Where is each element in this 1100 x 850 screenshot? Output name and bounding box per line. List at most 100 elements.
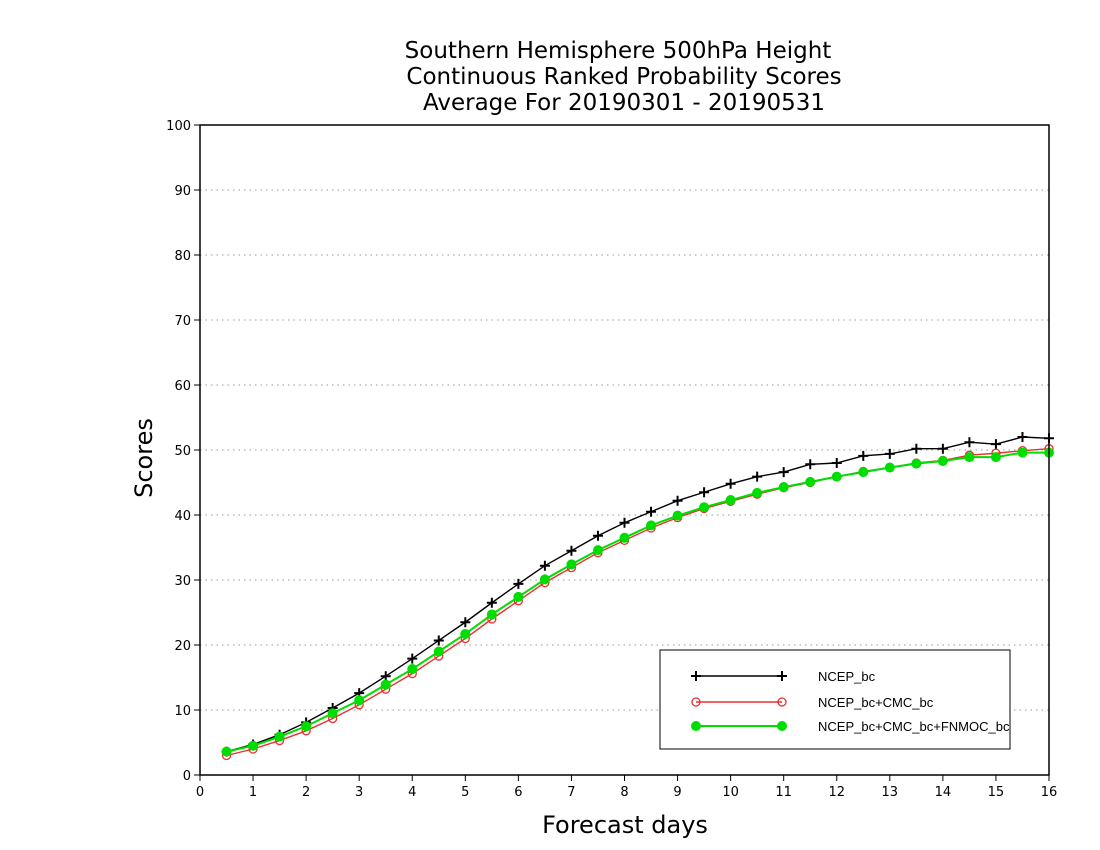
plot-frame bbox=[199, 124, 1050, 776]
data-point bbox=[937, 443, 948, 454]
data-point bbox=[380, 671, 391, 682]
y-tick-label: 70 bbox=[174, 314, 191, 329]
data-point bbox=[778, 482, 789, 493]
data-point bbox=[592, 530, 603, 541]
data-point bbox=[699, 487, 710, 498]
data-point bbox=[221, 746, 232, 757]
data-point bbox=[619, 532, 630, 543]
legend-marker bbox=[691, 671, 701, 681]
data-point bbox=[327, 708, 338, 719]
data-point bbox=[858, 467, 869, 478]
legend-label: NCEP_bc+CMC_bc bbox=[818, 695, 934, 710]
y-axis-label: Scores bbox=[130, 418, 158, 498]
data-point bbox=[566, 545, 577, 556]
y-tick-label: 60 bbox=[174, 379, 191, 394]
data-point bbox=[990, 439, 1001, 450]
data-point bbox=[778, 467, 789, 478]
data-point bbox=[990, 452, 1001, 463]
x-tick-label: 12 bbox=[828, 785, 845, 800]
legend-entry: NCEP_bc+CMC_bc+FNMOC_bc bbox=[691, 719, 1010, 734]
x-tick-label: 11 bbox=[775, 785, 792, 800]
data-point bbox=[937, 456, 948, 467]
legend-marker bbox=[691, 697, 701, 707]
x-tick-label: 14 bbox=[935, 785, 952, 800]
x-tick-label: 4 bbox=[408, 785, 416, 800]
y-tick-label: 20 bbox=[174, 639, 191, 654]
y-tick-label: 10 bbox=[174, 704, 191, 719]
data-point bbox=[1017, 432, 1028, 442]
y-tick-label: 50 bbox=[174, 444, 191, 459]
data-point bbox=[725, 478, 736, 489]
x-tick-label: 2 bbox=[302, 785, 310, 800]
data-point bbox=[964, 452, 975, 463]
title-line-1: Southern Hemisphere 500hPa Height bbox=[405, 38, 832, 64]
data-point bbox=[566, 559, 577, 570]
x-tick-label: 15 bbox=[988, 785, 1005, 800]
data-point bbox=[301, 721, 312, 732]
legend-label: NCEP_bc bbox=[818, 669, 876, 684]
title-line-2: Continuous Ranked Probability Scores bbox=[406, 64, 841, 90]
legend-marker bbox=[691, 721, 701, 731]
x-tick-label: 1 bbox=[249, 785, 257, 800]
x-tick-label: 5 bbox=[461, 785, 469, 800]
title-line-3: Average For 20190301 - 20190531 bbox=[423, 90, 825, 116]
data-point bbox=[725, 495, 736, 506]
y-tick-label: 40 bbox=[174, 509, 191, 524]
data-point bbox=[1017, 447, 1028, 458]
x-tick-label: 10 bbox=[722, 785, 739, 800]
x-tick-label: 3 bbox=[355, 785, 363, 800]
data-point bbox=[646, 506, 657, 517]
data-point bbox=[460, 628, 471, 639]
data-point bbox=[513, 591, 524, 602]
data-point bbox=[911, 443, 922, 454]
legend-marker bbox=[777, 697, 787, 707]
x-tick-label: 6 bbox=[514, 785, 522, 800]
legend-marker bbox=[777, 721, 787, 731]
legend-entry: NCEP_bc+CMC_bc bbox=[691, 695, 934, 710]
data-point bbox=[831, 458, 842, 468]
data-point bbox=[592, 545, 603, 556]
data-point bbox=[672, 495, 683, 506]
data-point bbox=[354, 695, 365, 706]
data-point bbox=[539, 560, 550, 571]
data-point bbox=[752, 487, 763, 498]
data-point bbox=[274, 731, 285, 742]
y-tick-label: 30 bbox=[174, 574, 191, 589]
y-tick-label: 0 bbox=[183, 769, 191, 784]
x-tick-label: 8 bbox=[620, 785, 628, 800]
x-tick-label: 16 bbox=[1041, 785, 1058, 800]
data-point bbox=[884, 448, 895, 459]
gridlines bbox=[200, 124, 1049, 711]
data-point bbox=[858, 450, 869, 461]
x-axis-ticks: 0 1 2 3 4 5 6 7 8 9 10 11 12 13 14 15 16 bbox=[196, 775, 1057, 800]
y-tick-label: 90 bbox=[174, 184, 191, 199]
data-point bbox=[805, 459, 816, 470]
data-point bbox=[672, 510, 683, 521]
data-point bbox=[831, 471, 842, 482]
legend-label: NCEP_bc+CMC_bc+FNMOC_bc bbox=[818, 719, 1010, 734]
data-point bbox=[619, 517, 630, 528]
x-tick-label: 7 bbox=[567, 785, 575, 800]
data-point bbox=[486, 609, 497, 620]
chart-title: Southern Hemisphere 500hPa Height Contin… bbox=[405, 38, 842, 116]
data-point bbox=[699, 502, 710, 513]
data-point bbox=[964, 437, 975, 448]
legend-entry: NCEP_bc bbox=[691, 669, 876, 684]
data-point bbox=[805, 476, 816, 487]
data-point bbox=[380, 679, 391, 690]
x-tick-label: 13 bbox=[882, 785, 899, 800]
data-point bbox=[248, 740, 259, 751]
legend: NCEP_bc NCEP_bc+CMC_bc NCEP_bc+CMC_bc+FNMO… bbox=[659, 649, 1011, 750]
data-point bbox=[539, 574, 550, 585]
legend-marker bbox=[777, 671, 787, 681]
data-point bbox=[884, 462, 895, 473]
data-point bbox=[433, 635, 444, 646]
data-point bbox=[911, 458, 922, 469]
data-point bbox=[646, 520, 657, 531]
data-point bbox=[513, 578, 524, 589]
series-3 bbox=[221, 447, 1054, 757]
x-axis-label: Forecast days bbox=[542, 811, 708, 839]
data-point bbox=[407, 664, 418, 675]
legend-box bbox=[659, 649, 1011, 750]
